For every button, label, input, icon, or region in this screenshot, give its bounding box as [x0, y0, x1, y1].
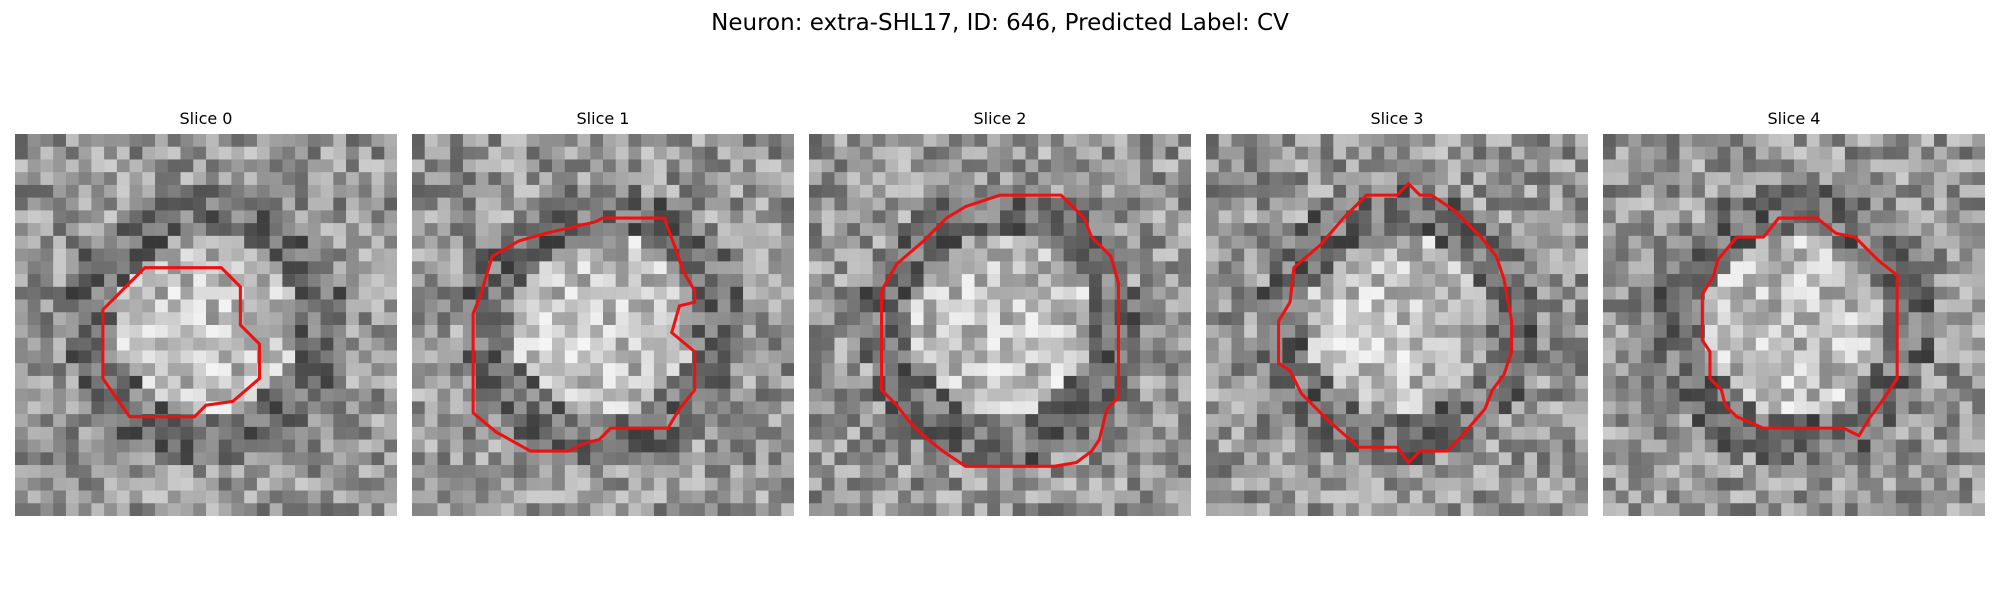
- cell-outline: [1700, 216, 1899, 438]
- cell-outline: [1277, 181, 1514, 465]
- slice-title: Slice 0: [179, 109, 233, 128]
- slice-title: Slice 3: [1370, 109, 1424, 128]
- slice-image: [1206, 134, 1588, 516]
- slice-image: [412, 134, 794, 516]
- figure-title: Neuron: extra-SHL17, ID: 646, Predicted …: [711, 10, 1289, 36]
- cell-outline: [101, 266, 262, 419]
- slice-title: Slice 1: [576, 109, 630, 128]
- slice-panel-1: Slice 1: [412, 108, 794, 516]
- slice-panel-2: Slice 2: [809, 108, 1191, 516]
- slice-panel-3: Slice 3: [1206, 108, 1588, 516]
- slice-panel-4: Slice 4: [1603, 108, 1985, 516]
- slice-image: [809, 134, 1191, 516]
- slice-title: Slice 2: [973, 109, 1027, 128]
- slice-image: [1603, 134, 1985, 516]
- cell-outline: [880, 193, 1120, 468]
- slice-title: Slice 4: [1767, 109, 1821, 128]
- slice-image: [15, 134, 397, 516]
- cell-outline: [471, 216, 697, 453]
- slice-panel-0: Slice 0: [15, 108, 397, 516]
